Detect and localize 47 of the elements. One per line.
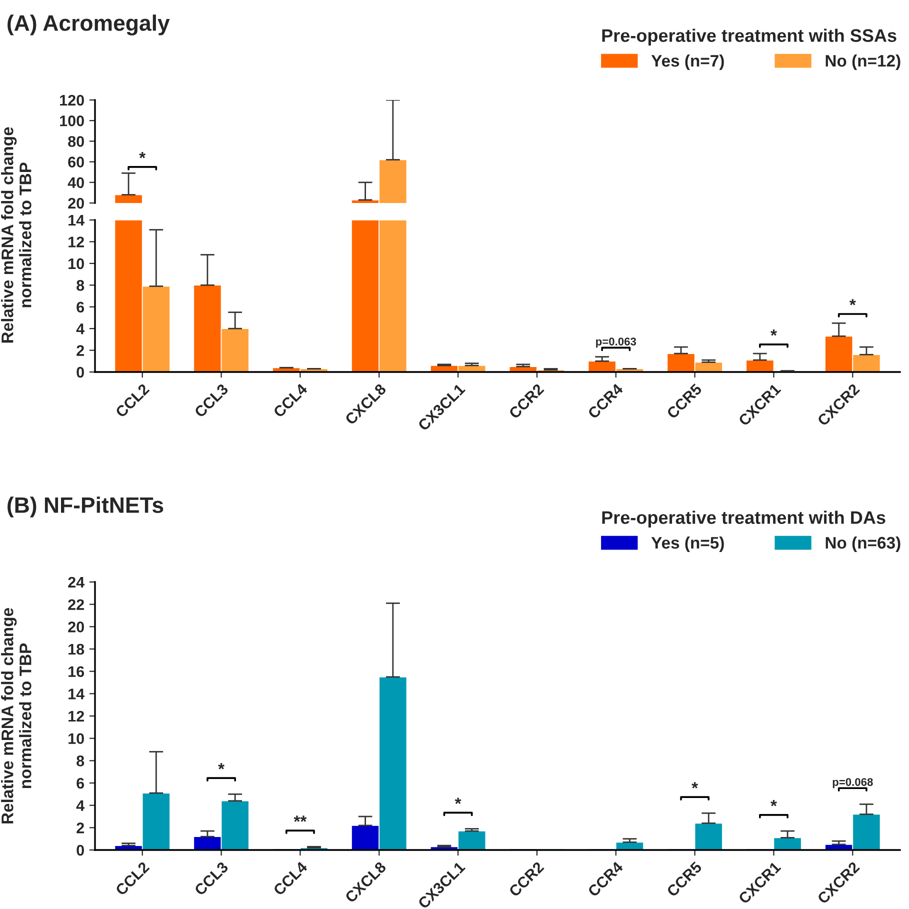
- y-tick-label: 8: [76, 756, 84, 766]
- legend-title: Pre-operative treatment with SSAs: [602, 28, 896, 46]
- y-tick-label: 12: [68, 236, 84, 248]
- annotation: *: [770, 330, 777, 336]
- annotation: p=0.063: [596, 338, 636, 348]
- annotation: *: [849, 299, 856, 306]
- y-tick-label: 100: [60, 115, 84, 126]
- annotation: *: [139, 152, 146, 158]
- legend-label: Yes (n=7): [651, 54, 724, 70]
- y-tick-label: 10: [68, 258, 84, 270]
- annotation: *: [770, 800, 777, 806]
- chart-title: (A) Acromegaly: [8, 14, 170, 36]
- annotation: *: [454, 798, 462, 804]
- legend-label: Yes (n=5): [651, 536, 724, 552]
- y-tick-label: 120: [60, 94, 84, 106]
- y-tick-label: 6: [76, 778, 84, 789]
- y-tick-label: 20: [68, 622, 84, 632]
- y-tick-label: 2: [76, 345, 84, 356]
- y-tick-label: 4: [76, 800, 84, 811]
- y-axis-title: Relative mRNA fold change normalized to TBP: [1, 127, 32, 343]
- y-tick-label: 60: [68, 156, 84, 168]
- y-tick-label: 20: [68, 198, 84, 209]
- y-tick-label: 0: [76, 844, 84, 856]
- y-tick-label: 40: [68, 177, 84, 188]
- y-tick-label: 8: [76, 280, 84, 291]
- legend-label: No (n=12): [826, 54, 900, 70]
- y-tick-label: 24: [68, 576, 85, 588]
- y-tick-label: 10: [68, 733, 84, 744]
- annotation: p=0.068: [832, 778, 873, 788]
- legend-label: No (n=63): [826, 536, 900, 552]
- chart-title: (B) NF-PitNETs: [8, 496, 164, 518]
- y-tick-label: 2: [76, 822, 84, 834]
- annotation: **: [294, 816, 307, 822]
- legend-title: Pre-operative treatment with DAs: [602, 510, 886, 528]
- annotation: *: [218, 763, 224, 770]
- y-tick-label: 14: [68, 215, 85, 226]
- y-tick-label: 80: [68, 136, 84, 147]
- y-tick-label: 18: [68, 644, 84, 655]
- y-tick-label: 0: [76, 366, 84, 378]
- y-tick-label: 6: [76, 302, 84, 313]
- annotation: *: [692, 782, 698, 788]
- y-tick-label: 4: [76, 324, 84, 334]
- y-tick-label: 16: [68, 666, 84, 678]
- y-tick-label: 12: [68, 710, 84, 722]
- y-tick-label: 14: [68, 688, 85, 700]
- y-axis-title: Relative mRNA fold change normalized to TBP: [1, 608, 32, 824]
- y-tick-label: 22: [68, 599, 84, 610]
